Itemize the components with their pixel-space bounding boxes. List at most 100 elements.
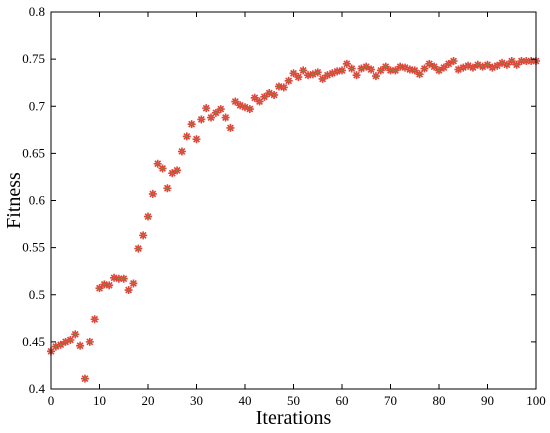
data-point [333, 67, 342, 76]
data-point [444, 59, 453, 68]
data-point [197, 115, 206, 124]
data-point [420, 64, 429, 73]
data-point [80, 374, 89, 383]
data-point [522, 57, 531, 66]
data-point [386, 66, 395, 75]
data-point [211, 108, 220, 117]
data-point [139, 231, 148, 240]
x-tick-label: 80 [433, 393, 446, 408]
y-tick-label: 0.8 [29, 4, 45, 19]
y-tick-label: 0.75 [22, 51, 45, 66]
data-point [110, 273, 119, 282]
data-point [323, 71, 332, 80]
y-tick-label: 0.65 [22, 145, 45, 160]
data-point [134, 244, 143, 253]
data-point [439, 63, 448, 72]
data-point [144, 212, 152, 221]
data-point [182, 132, 191, 141]
data-point [66, 335, 75, 344]
data-point [347, 64, 356, 73]
x-tick-label: 10 [93, 393, 106, 408]
data-point [168, 169, 177, 178]
data-point [71, 330, 80, 339]
data-point [90, 315, 99, 324]
data-point [328, 69, 337, 78]
data-point [260, 92, 269, 101]
y-tick-label: 0.6 [29, 193, 46, 208]
data-point [507, 57, 516, 66]
data-point [119, 274, 128, 283]
data-point [308, 70, 317, 79]
x-tick-label: 70 [384, 393, 397, 408]
data-point [216, 105, 225, 114]
axis-ticks: 0 10 20 30 40 50 60 70 80 90 100 0.4 0.45 0.5 0.55 0.6 0… [22, 4, 546, 408]
x-tick-label: 60 [336, 393, 349, 408]
data-point [527, 57, 536, 66]
data-point [51, 342, 60, 351]
x-tick-label: 40 [239, 393, 252, 408]
x-tick-label: 0 [48, 393, 55, 408]
data-point [304, 71, 313, 80]
y-axis-label: Fitness [3, 172, 25, 229]
data-point [352, 71, 361, 80]
data-point [459, 63, 468, 72]
data-point [483, 60, 492, 69]
data-point [391, 66, 400, 75]
x-tick-label: 90 [481, 393, 494, 408]
data-point [371, 72, 380, 81]
data-point [357, 64, 366, 73]
y-tick-label: 0.55 [22, 240, 45, 255]
data-point [250, 93, 259, 102]
data-point [202, 104, 211, 113]
data-point [493, 61, 502, 70]
data-point [100, 280, 109, 289]
data-point [255, 97, 264, 106]
data-point [478, 62, 487, 71]
data-point [318, 74, 327, 83]
data-point [415, 70, 424, 79]
data-point [236, 101, 245, 110]
x-tick-label: 30 [190, 393, 203, 408]
data-point [338, 66, 346, 75]
data-point [502, 60, 511, 69]
data-point [177, 147, 186, 156]
data-point [294, 73, 303, 82]
data-point [405, 65, 414, 74]
data-point [105, 281, 114, 290]
data-point [124, 286, 133, 295]
x-tick-label: 20 [142, 393, 155, 408]
data-point [488, 63, 497, 72]
data-point [192, 135, 201, 144]
data-point [498, 58, 507, 67]
data-point [173, 166, 182, 175]
data-point [376, 66, 385, 75]
data-point [129, 279, 138, 288]
y-tick-label: 0.7 [29, 98, 46, 113]
data-point [226, 123, 235, 132]
x-axis-label: Iterations [256, 407, 332, 429]
data-point [158, 164, 167, 173]
data-point [517, 57, 526, 66]
data-point [85, 337, 94, 346]
data-point [425, 59, 434, 68]
data-point [449, 57, 458, 66]
data-point [274, 82, 283, 91]
data-point [56, 340, 65, 349]
data-point [241, 103, 249, 112]
data-point [342, 59, 351, 68]
data-point [265, 89, 274, 98]
data-point [231, 97, 240, 106]
data-point [114, 274, 123, 283]
data-point [512, 60, 521, 69]
data-point [367, 65, 376, 74]
data-point [163, 184, 172, 193]
data-point [396, 62, 405, 71]
data-point [153, 159, 162, 168]
data-point [401, 63, 410, 72]
data-point [464, 61, 473, 70]
y-tick-label: 0.45 [22, 334, 45, 349]
data-point [187, 120, 196, 129]
data-point [279, 83, 288, 92]
data-point [430, 62, 439, 71]
